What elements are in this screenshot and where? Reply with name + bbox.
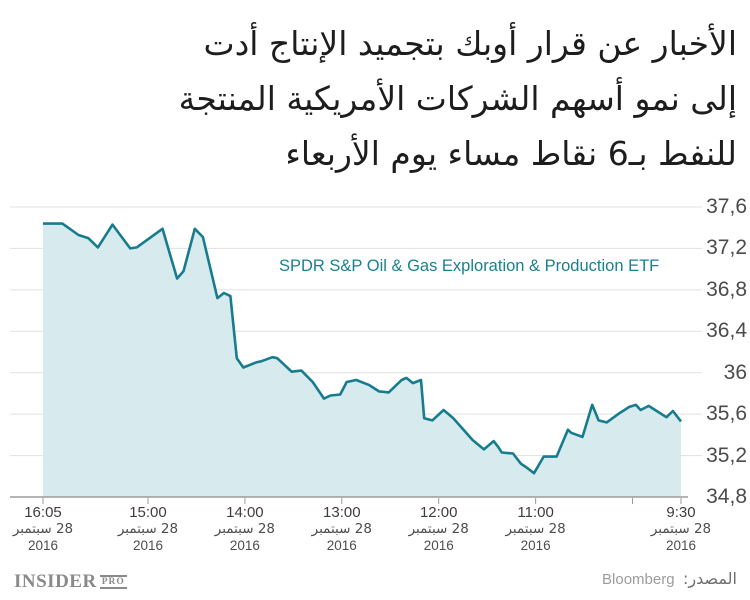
x-axis-time: 13:00 [323, 504, 361, 521]
x-axis-year: 2016 [326, 538, 357, 553]
x-axis-time: 12:00 [419, 504, 458, 521]
y-axis-label: 34,8 [706, 485, 747, 508]
price-line [43, 222, 683, 475]
x-axis-time: 15:00 [129, 504, 167, 521]
y-axis-label: 35,2 [706, 443, 747, 467]
insider-pro-logo: INSIDER PRO [14, 571, 127, 593]
x-axis-time: 9:30 [666, 504, 696, 521]
area-fill [43, 223, 681, 497]
source-label: المصدر: [683, 569, 737, 588]
x-axis-year: 2016 [423, 538, 454, 553]
chart-title: الأخبار عن قرار أوبك بتجميد الإنتاج أدت … [179, 16, 737, 181]
price-area-chart [10, 206, 702, 504]
chart-title-line-1: الأخبار عن قرار أوبك بتجميد الإنتاج أدت [203, 24, 738, 63]
insider-logo-text: INSIDER [14, 571, 97, 592]
x-axis-time: 14:00 [226, 504, 264, 521]
chart-title-line-2: إلى نمو أسهم الشركات الأمريكية المنتجة [178, 79, 737, 118]
x-axis-label: 15:00 28 سبتمبر 2016 [103, 504, 193, 554]
x-axis-year: 2016 [27, 538, 59, 553]
x-axis-label: 14:00 28 سبتمبر 2016 [200, 504, 290, 554]
y-axis-label: 36,4 [706, 319, 747, 343]
chart-title-line-3: للنفط بـ6 نقاط مساء يوم الأربعاء [285, 134, 737, 173]
y-axis-label: 37,6 [706, 195, 747, 218]
y-axis-label: 37,2 [706, 236, 747, 260]
x-axis-label: 11:00 28 سبتمبر 2016 [491, 504, 581, 554]
x-axis-label: 12:00 28 سبتمبر 2016 [394, 504, 484, 554]
x-axis-year: 2016 [520, 538, 551, 553]
source-value-bloomberg: Bloomberg [602, 571, 675, 588]
x-axis-date: 28 سبتمبر [650, 521, 712, 537]
x-axis-year: 2016 [132, 538, 163, 553]
x-axis-year: 2016 [229, 538, 260, 553]
insider-pro-badge: PRO [99, 575, 127, 589]
x-axis-date: 28 سبتمبر [117, 521, 179, 537]
x-axis-date: 28 سبتمبر [505, 521, 566, 537]
x-axis-label: 9:30 28 سبتمبر 2016 [636, 504, 726, 554]
x-axis-label: 16:05 28 سبتمبر 2016 [0, 504, 88, 554]
x-axis-time: 16:05 [24, 504, 62, 521]
x-axis-time: 11:00 [517, 504, 554, 521]
x-axis-date: 28 سبتمبر [214, 521, 276, 537]
x-axis-year: 2016 [665, 538, 697, 553]
x-axis-date: 28 سبتمبر [408, 521, 469, 537]
y-axis-label: 36 [723, 360, 747, 384]
x-axis-date: 28 سبتمبر [12, 521, 74, 537]
legend-label: SPDR S&P Oil & Gas Exploration & Product… [279, 257, 660, 275]
y-axis-label: 36,8 [706, 277, 747, 301]
x-axis-label: 13:00 28 سبتمبر 2016 [297, 504, 387, 554]
x-axis-date: 28 سبتمبر [311, 521, 372, 537]
y-axis-label: 35,6 [706, 402, 747, 426]
source-attribution: المصدر: Bloomberg [602, 569, 737, 589]
